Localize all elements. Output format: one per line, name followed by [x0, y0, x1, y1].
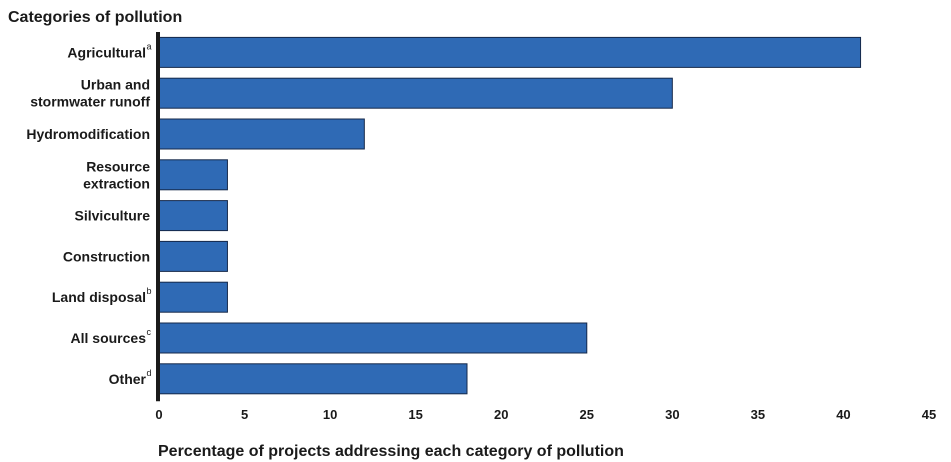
bar-1: [158, 77, 673, 109]
bar-8: [158, 363, 468, 395]
x-tick-15: 15: [408, 407, 422, 422]
x-axis-label: Percentage of projects addressing each c…: [158, 443, 624, 460]
category-label-3-line-0: Resource: [86, 158, 150, 174]
x-tick-40: 40: [836, 407, 850, 422]
x-tick-5: 5: [241, 407, 248, 422]
footnote-marker-7: c: [147, 327, 152, 337]
footnote-marker-0: a: [147, 41, 152, 51]
x-tick-0: 0: [155, 407, 162, 422]
category-label-7: All sources: [71, 330, 147, 346]
bar-0: [158, 36, 862, 68]
footnote-marker-8: d: [147, 368, 152, 378]
footnote-marker-6: b: [147, 286, 152, 296]
bar-6: [158, 281, 228, 313]
category-label-6: Land disposal: [52, 289, 146, 305]
bar-3: [158, 159, 228, 191]
bar-5: [158, 240, 228, 272]
category-label-0: Agricultural: [67, 44, 146, 60]
bar-7: [158, 322, 588, 354]
x-tick-25: 25: [580, 407, 594, 422]
x-tick-20: 20: [494, 407, 508, 422]
category-label-3-line-1: extraction: [83, 175, 150, 191]
category-label-1-line-1: stormwater runoff: [30, 94, 150, 110]
x-tick-labels: 0 5 10 15 20 25 30 35 40 45: [155, 407, 936, 422]
bar-2: [158, 118, 365, 150]
x-tick-10: 10: [323, 407, 337, 422]
x-tick-30: 30: [665, 407, 679, 422]
bars-group: [158, 36, 862, 395]
category-label-5: Construction: [63, 248, 150, 264]
category-label-2: Hydromodification: [26, 126, 150, 142]
category-label-1-line-0: Urban and: [81, 77, 150, 93]
x-tick-35: 35: [751, 407, 765, 422]
bar-4: [158, 200, 228, 232]
x-tick-45: 45: [922, 407, 936, 422]
category-label-8: Other: [109, 371, 147, 387]
category-label-4: Silviculture: [75, 208, 151, 224]
chart-title: Categories of pollution: [8, 9, 182, 26]
